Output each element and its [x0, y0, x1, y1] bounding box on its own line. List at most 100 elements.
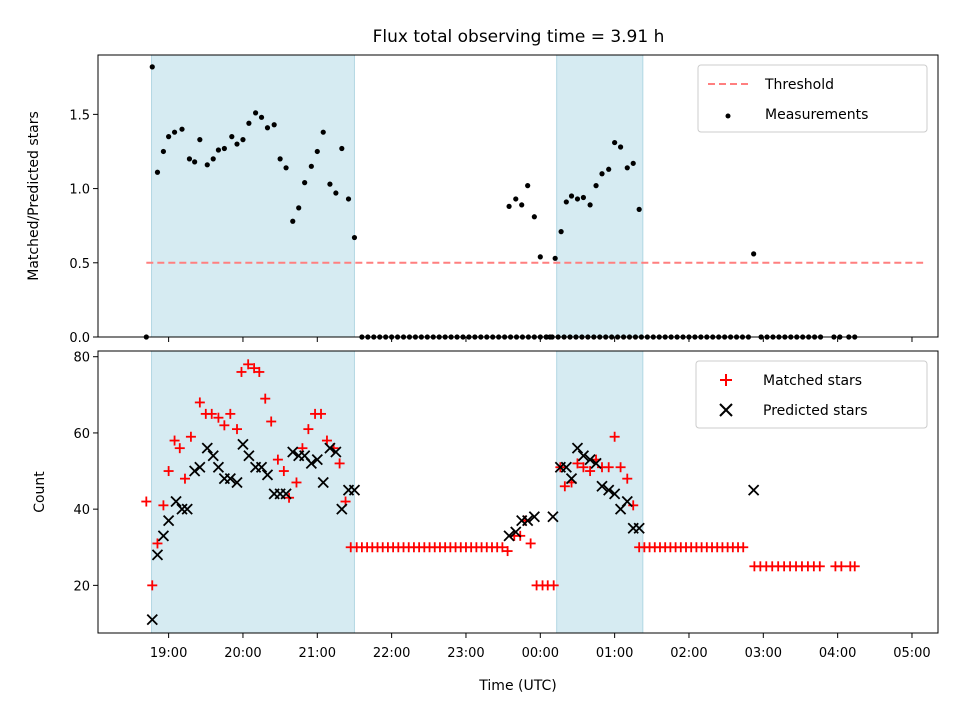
measurement-point [204, 162, 210, 168]
top-y-axis: 0.0 0.5 1.0 1.5 [69, 108, 98, 346]
predicted-star-point [748, 484, 760, 496]
measurement-point [606, 166, 612, 172]
measurement-point [192, 159, 198, 165]
measurement-point [351, 234, 358, 241]
measurement-point [149, 64, 155, 70]
measurement-point [333, 190, 339, 196]
measurement-point [166, 134, 172, 140]
matched-star-point [559, 481, 570, 492]
predicted-star-point [189, 465, 201, 477]
matched-legend-marker [720, 374, 732, 386]
matched-star-point [497, 542, 508, 553]
measurement-point [525, 183, 531, 189]
matched-star-point [254, 366, 265, 377]
top-axes-frame [97, 54, 939, 338]
measurement-point [630, 160, 636, 166]
measurement-point [327, 181, 333, 187]
matched-star-point [169, 435, 180, 446]
bottom-y-tick-label: 40 [73, 503, 90, 518]
matched-star-point [213, 412, 224, 423]
predicted-star-point [287, 446, 299, 458]
predicted-star-point [151, 549, 164, 561]
measurement-point [210, 156, 216, 162]
predicted-star-point [336, 503, 348, 515]
measurement-point [252, 110, 259, 116]
predicted-star-point [224, 473, 236, 485]
matched-star-point [158, 500, 169, 511]
predicted-legend-marker [719, 403, 733, 417]
measurements-legend-marker [725, 113, 731, 119]
matched-star-point [615, 462, 626, 473]
matched-star-point [163, 466, 174, 477]
measurement-point [215, 147, 222, 153]
top-observing-window-0 [151, 54, 355, 338]
measurement-point [568, 193, 575, 199]
measurements-legend-label: Measurements [765, 107, 868, 123]
bottom-y-axis: 20 40 60 80 [73, 351, 98, 594]
top-legend-box [697, 64, 928, 133]
measurement-point [277, 156, 283, 162]
predicted-star-point [603, 484, 615, 496]
measurement-point [314, 148, 320, 155]
predicted-star-point [348, 484, 361, 496]
predicted-star-point [571, 442, 584, 454]
predicted-star-point [565, 473, 578, 485]
predicted-star-point [207, 450, 219, 462]
bottom-x-axis-label: Time (UTC) [478, 678, 556, 694]
measurement-point [574, 196, 581, 202]
bottom-y-tick-label: 80 [73, 351, 90, 366]
bottom-x-tick-label: 21:00 [299, 646, 336, 661]
matched-star-point [303, 424, 314, 435]
measurement-point [519, 202, 525, 208]
predicted-star-point [201, 442, 213, 454]
predicted-star-point [596, 480, 608, 492]
predicted-star-point [280, 488, 292, 500]
predicted-star-point [212, 461, 225, 473]
matched-star-point [147, 580, 158, 591]
top-x-axis [168, 337, 913, 342]
measurement-point [302, 180, 308, 186]
matched-star-point [849, 561, 860, 572]
matched-star-point [502, 546, 513, 557]
matched-star-point [266, 416, 277, 427]
count-panel: 20 40 60 80 19:00 20:00 21:00 22:00 23:00 00:00 0… [32, 350, 939, 694]
predicted-star-point [231, 476, 243, 489]
bottom-legend-box [695, 360, 928, 429]
measurement-point [290, 218, 296, 224]
predicted-star-point [590, 457, 602, 470]
measurement-point [179, 126, 185, 132]
measurement-point [197, 137, 203, 143]
matched-star-point [219, 420, 230, 431]
bottom-x-tick-label: 00:00 [522, 646, 559, 661]
bottom-x-tick-label: 20:00 [224, 646, 261, 661]
bottom-legend: Matched stars Predicted stars [695, 360, 928, 429]
predicted-star-point [621, 495, 633, 508]
matched-star-point [206, 408, 217, 419]
matched-star-point [738, 542, 749, 553]
matched-star-point [179, 473, 190, 484]
matched-star-point [603, 462, 614, 473]
bottom-x-tick-label: 23:00 [447, 646, 484, 661]
matched-star-point [321, 435, 332, 446]
bottom-x-tick-label: 22:00 [373, 646, 410, 661]
matched-stars-points [141, 359, 860, 591]
matched-star-point [236, 366, 247, 377]
measurement-point [593, 183, 599, 189]
measurement-point [186, 156, 193, 162]
bottom-y-tick-label: 20 [73, 579, 90, 594]
predicted-star-point [243, 450, 255, 462]
measurement-point [246, 120, 252, 126]
matched-star-point [194, 397, 205, 408]
matched-star-point [243, 359, 254, 370]
measurement-point [617, 144, 624, 150]
predicted-legend-label: Predicted stars [763, 403, 868, 419]
bottom-observing-window-1 [556, 350, 644, 634]
matched-star-point [185, 431, 196, 442]
predicted-star-point [577, 450, 590, 462]
matched-star-point [836, 561, 847, 572]
matched-star-point [578, 462, 589, 473]
predicted-star-point [547, 511, 559, 523]
predicted-star-point [176, 503, 188, 515]
predicted-star-point [305, 457, 317, 470]
